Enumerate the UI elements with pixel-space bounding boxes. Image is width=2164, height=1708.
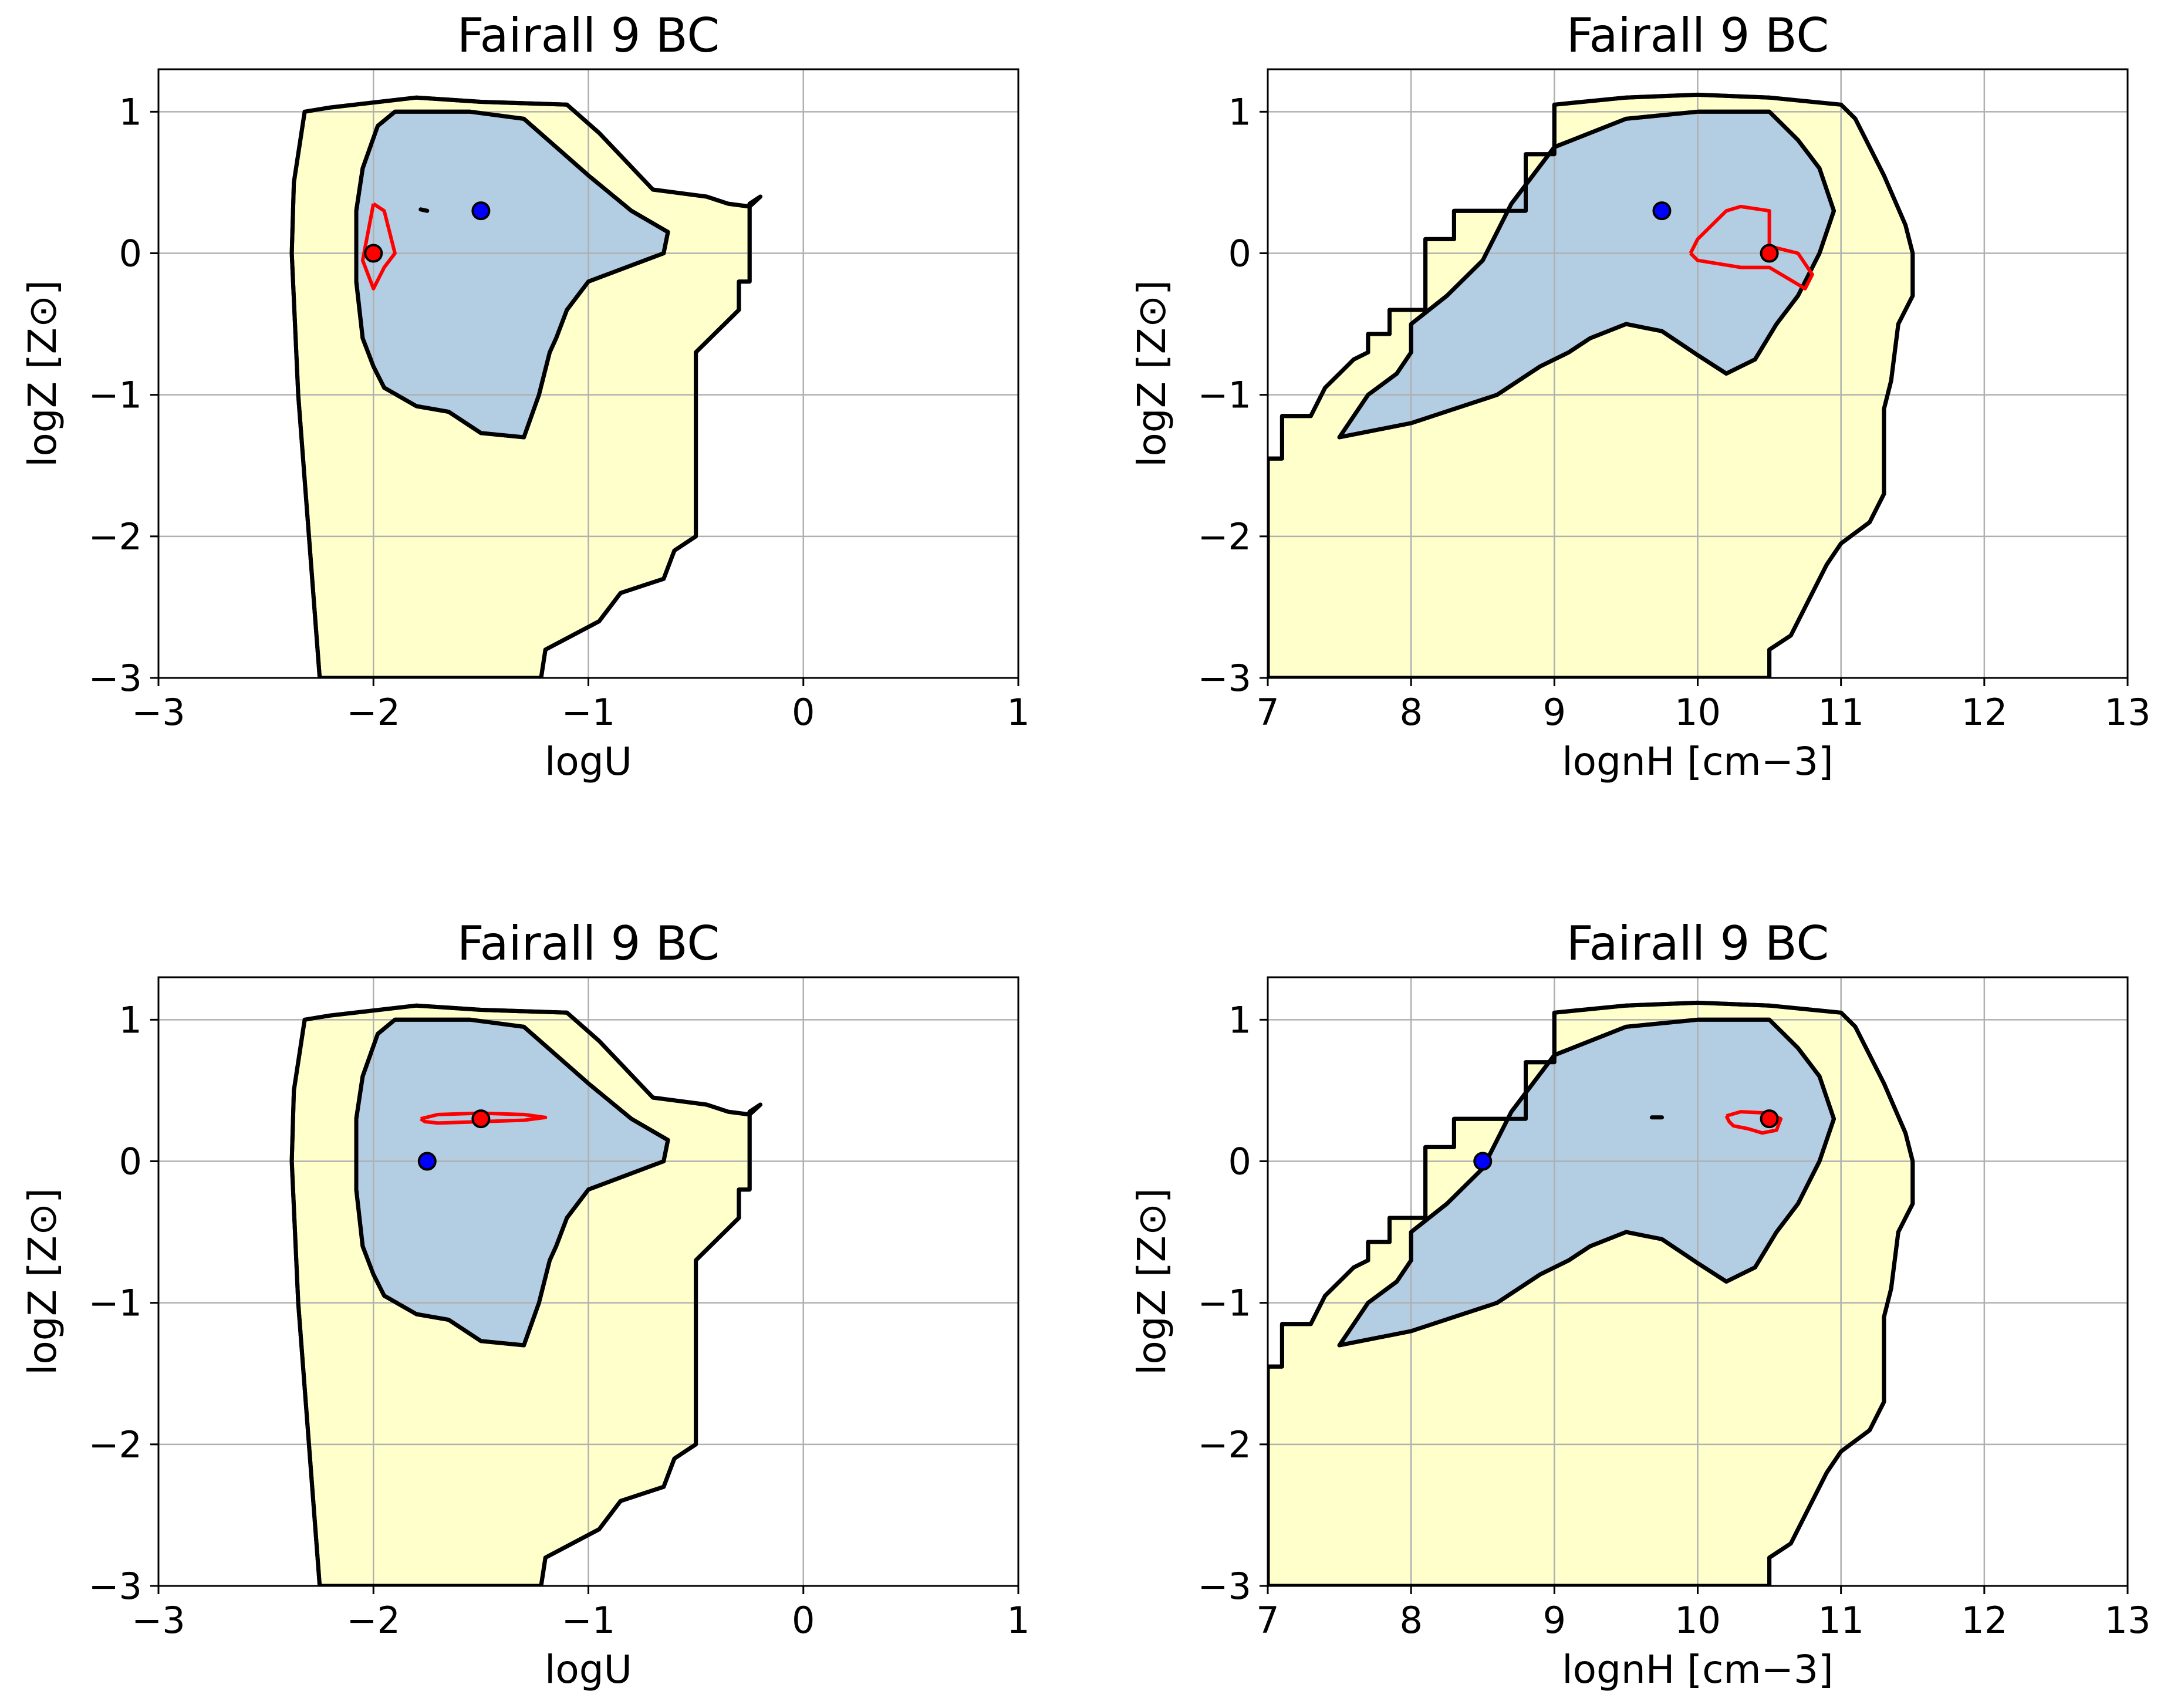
x-tick-label: 9 [1543,691,1566,734]
panel-title: Fairall 9 BC [1567,8,1829,63]
red-point [364,244,383,263]
y-tick-label: −2 [89,515,142,558]
x-tick-label: 8 [1399,1599,1422,1642]
y-tick-label: −2 [89,1423,142,1466]
x-tick-label: −2 [347,1599,400,1642]
y-axis-label: logZ [Z⊙] [20,280,65,467]
inner-region-outline [354,109,670,440]
y-tick-label: −3 [89,1565,142,1608]
y-axis-label: logZ [Z⊙] [1129,1188,1174,1375]
y-tick-label: 0 [119,232,142,275]
blue-point [471,201,491,221]
x-tick-label: 11 [1818,1599,1864,1642]
red-contour [1724,1110,1783,1135]
x-tick-label: 10 [1675,1599,1721,1642]
x-tick-label: 12 [1961,691,2007,734]
x-tick-label: −1 [562,1599,615,1642]
y-tick-label: −3 [1198,657,1251,700]
y-tick-label: −2 [1198,1423,1251,1466]
y-axis-label: logZ [Z⊙] [20,1188,65,1375]
red-point [471,1109,491,1129]
x-axis-label: lognH [cm−3] [1562,739,1833,784]
y-tick-label: −2 [1198,515,1251,558]
x-tick-label: 13 [2105,1599,2151,1642]
y-tick-label: −1 [89,374,142,417]
y-tick-label: 1 [119,998,142,1041]
red-point [1760,1109,1779,1129]
panel-3: −3 −2 −1 0 1 −3 −2 −1 0 1 Fairall 9 BC logU logZ [Z⊙… [20,916,1030,1692]
y-tick-label: 1 [1228,998,1251,1041]
blue-point [1652,201,1672,221]
y-tick-label: 1 [1228,90,1251,133]
plot-content [158,69,1018,678]
panel-title: Fairall 9 BC [457,8,720,63]
x-tick-label: 11 [1818,691,1864,734]
y-tick-label: 0 [119,1140,142,1183]
red-point [1760,244,1779,263]
red-contour [420,1111,548,1125]
y-axis-label: logZ [Z⊙] [1129,280,1174,467]
x-tick-label: 1 [1007,691,1029,734]
y-tick-label: −3 [89,657,142,700]
blue-point [417,1152,437,1171]
red-contour [360,202,397,291]
x-axis-label: logU [545,739,632,784]
outer-region-outline [1268,92,1915,678]
x-tick-label: 9 [1543,1599,1566,1642]
plot-content [1268,69,2128,678]
x-tick-label: 0 [792,691,815,734]
x-tick-label: −2 [347,691,400,734]
x-tick-label: 10 [1675,691,1721,734]
panel-1: −3 −2 −1 0 1 −3 −2 −1 0 1 Fairall 9 BC logU logZ [Z⊙… [20,8,1030,784]
x-tick-label: 8 [1399,691,1422,734]
panel-2: 7 8 9 10 11 12 13 −3 −2 −1 0 1 Fairall 9 BC lognH [cm… [1129,8,2151,784]
inner-region-outline [1337,1017,1836,1348]
x-tick-label: 0 [792,1599,815,1642]
y-tick-label: 0 [1228,232,1251,275]
outer-region-outline [1268,1000,1915,1586]
panel-title: Fairall 9 BC [1567,916,1829,971]
inner-region-outline [1337,109,1836,440]
y-tick-label: −3 [1198,1565,1251,1608]
panel-4: 7 8 9 10 11 12 13 −3 −2 −1 0 1 Fairall 9 BC lognH [cm… [1129,916,2151,1692]
small-contour-mark [418,207,430,213]
x-tick-label: −1 [562,691,615,734]
x-axis-label: logU [545,1647,632,1692]
x-tick-label: 7 [1256,1599,1279,1642]
plot-content [158,977,1018,1586]
inner-region-outline [354,1017,670,1348]
outer-region-outline [289,1003,762,1586]
x-axis-label: lognH [cm−3] [1562,1647,1833,1692]
x-tick-label: 13 [2105,691,2151,734]
outer-region-outline [289,95,762,678]
red-contour [1689,204,1814,291]
y-tick-label: 0 [1228,1140,1251,1183]
y-tick-label: −1 [89,1282,142,1325]
plot-content [1268,977,2128,1586]
blue-point [1473,1152,1493,1171]
y-tick-label: 1 [119,90,142,133]
panel-title: Fairall 9 BC [457,916,720,971]
x-tick-label: −3 [131,691,185,734]
x-tick-label: 12 [1961,1599,2007,1642]
x-tick-label: 1 [1007,1599,1029,1642]
y-tick-label: −1 [1198,374,1251,417]
x-tick-label: 7 [1256,691,1279,734]
y-tick-label: −1 [1198,1282,1251,1325]
x-tick-label: −3 [131,1599,185,1642]
